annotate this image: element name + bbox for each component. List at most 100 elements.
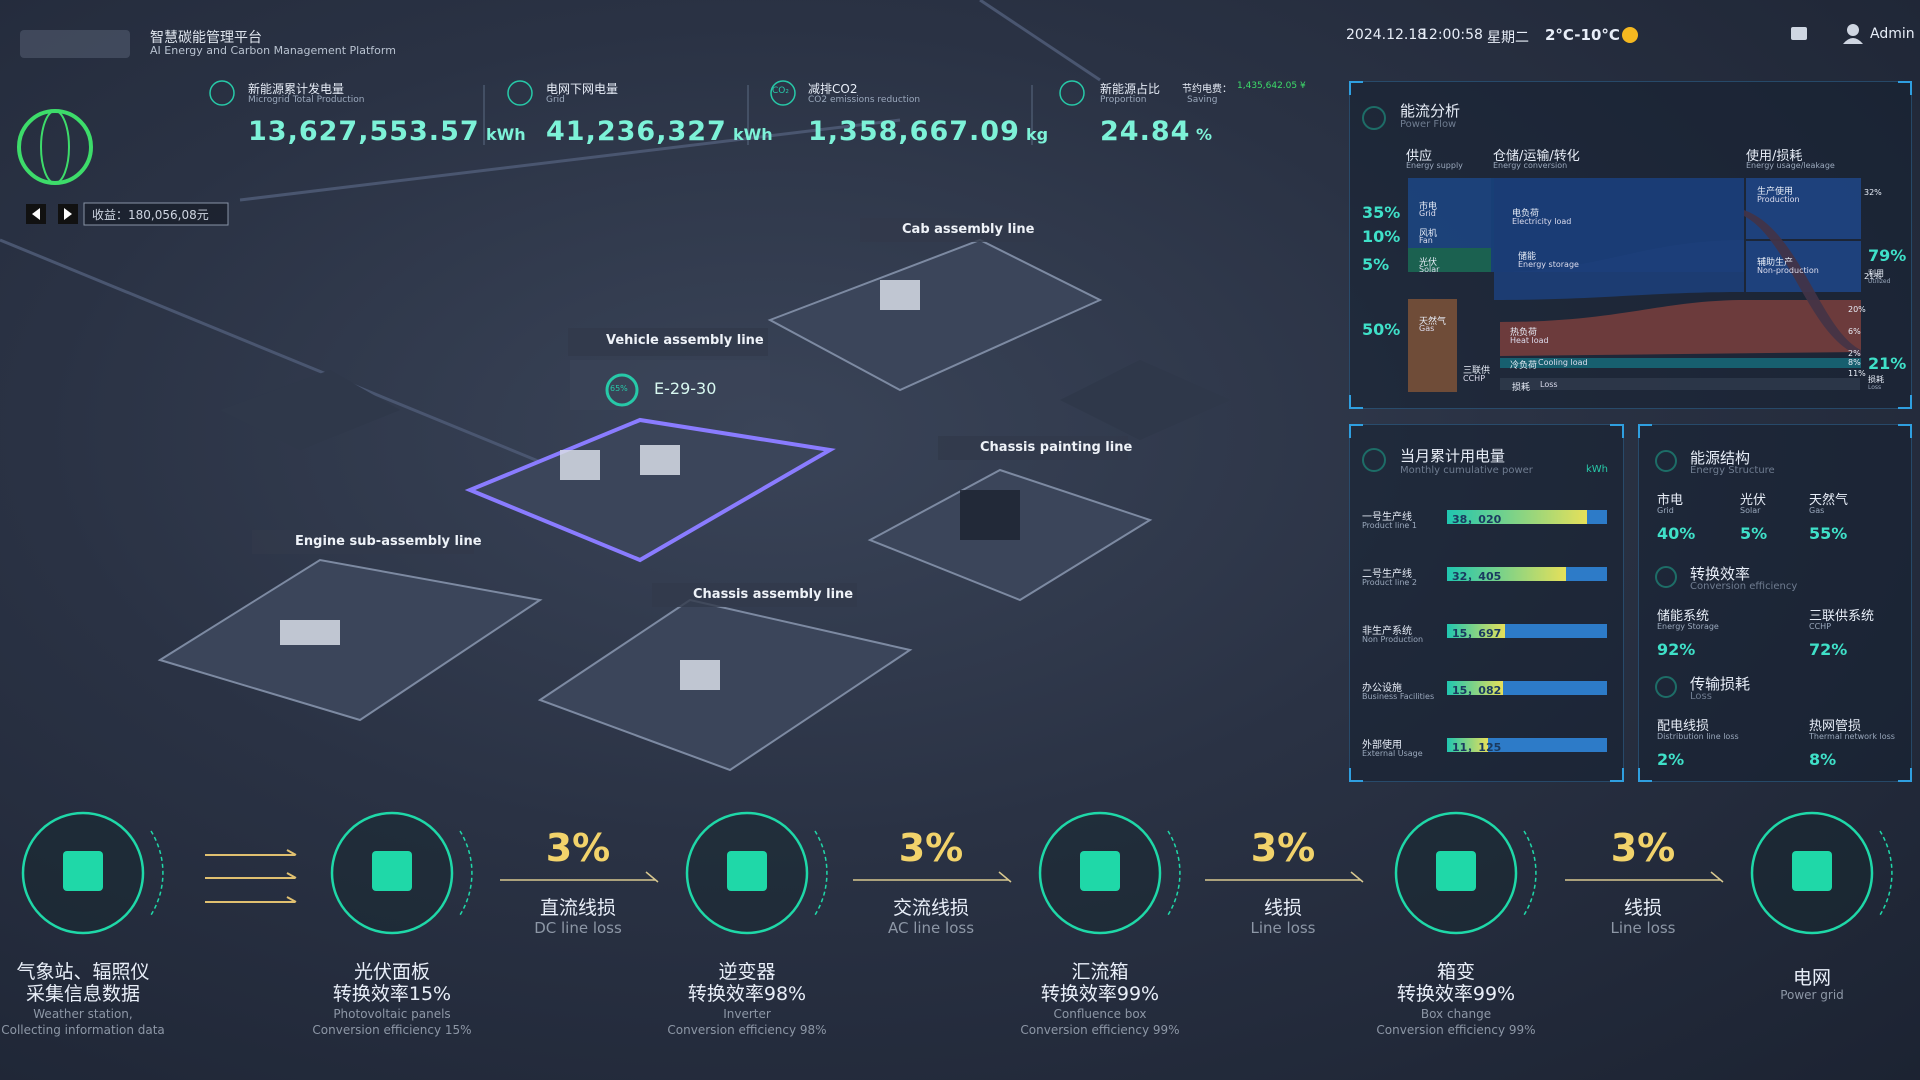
production-line-label: Chassis painting line (980, 440, 1133, 455)
utilized-label: 利用 (1868, 269, 1884, 278)
loss-label-en: AC line loss (887, 919, 975, 937)
panel (1349, 81, 1912, 409)
item-label-en: Grid (1657, 506, 1674, 515)
kpi-unit: kWh (486, 125, 526, 144)
brand-logo (20, 30, 130, 58)
utilized-pct: 79% (1868, 246, 1907, 265)
station-label: 光伏面板 (353, 961, 431, 983)
conversion-label: 三联供 (1463, 366, 1491, 376)
row-label: 二号生产线 (1362, 569, 1412, 580)
conversion-label-en: Cooling load (1538, 358, 1588, 367)
conversion-label: 损耗 (1512, 383, 1531, 393)
kpi-unit: kWh (733, 125, 773, 144)
supply-label: 天然气 (1419, 317, 1447, 327)
column-subtitle: Energy conversion (1493, 161, 1568, 170)
loss-label: 线损 (1263, 897, 1303, 919)
production-line-label: Chassis assembly line (693, 587, 854, 602)
column-subtitle: Energy supply (1406, 161, 1463, 170)
item-label: 配电线损 (1657, 719, 1710, 734)
usage-label-en: Production (1757, 195, 1800, 204)
section-title: 传输损耗 (1690, 675, 1751, 693)
loss-pct: 21% (1868, 354, 1907, 373)
item-pct: 55% (1809, 524, 1848, 543)
user-icon[interactable] (1843, 38, 1863, 44)
panel-subtitle: Monthly cumulative power (1400, 465, 1533, 476)
production-line-label: Cab assembly line (902, 222, 1035, 237)
kpi-subtitle: Grid (546, 95, 565, 105)
bar-label: 15，082 (1452, 684, 1502, 697)
device-gauge (605, 373, 639, 407)
loss-label: 线损 (1623, 897, 1663, 919)
station-label-en: Conversion efficiency 99% (1020, 1023, 1180, 1037)
row-label-en: Product line 1 (1362, 521, 1417, 530)
conversion-label: 电负荷 (1512, 209, 1540, 219)
flow-arrow (205, 849, 297, 856)
panel-corner (1349, 81, 1363, 95)
station-label-en: Conversion efficiency 98% (667, 1023, 827, 1037)
conversion-label-en: Energy storage (1518, 260, 1579, 269)
unit-label: kWh (1586, 464, 1609, 475)
station-label: 转换效率15% (332, 983, 452, 1005)
loss-pct: 3% (898, 826, 964, 870)
station-icon (1080, 851, 1120, 891)
production-line-label: Engine sub-assembly line (295, 534, 482, 549)
kpi-unit: % (1196, 125, 1213, 144)
column-title: 使用/损耗 (1746, 149, 1803, 164)
bar-label: 11，125 (1452, 741, 1502, 754)
kpi-subtitle: CO2 emissions reduction (808, 95, 921, 105)
row-label-en: External Usage (1362, 749, 1423, 758)
conversion-label-en: CCHP (1463, 374, 1486, 383)
usage-pct: 8% (1848, 358, 1861, 367)
conversion-label: 储能 (1518, 252, 1537, 262)
row-label: 非生产系统 (1362, 626, 1412, 637)
station-label-en: Box change (1420, 1007, 1492, 1021)
revenue-box (83, 202, 229, 226)
weekday: 星期二 (1487, 30, 1529, 46)
panel (1349, 424, 1624, 782)
weather-icon (1622, 27, 1638, 43)
station-icon (1436, 851, 1476, 891)
flow-arrow (1565, 871, 1724, 883)
kpi-title: 减排CO2 (808, 82, 858, 96)
kpi-subtitle: Proportion (1100, 95, 1147, 105)
column-subtitle: Energy usage/leakage (1746, 161, 1835, 170)
panel-corner (1898, 768, 1912, 782)
item-pct: 5% (1740, 524, 1768, 543)
conversion-label-en: Loss (1540, 380, 1558, 389)
station-arc (814, 830, 828, 916)
row-label: 外部使用 (1362, 740, 1402, 751)
scene-label-boxes (252, 218, 1128, 607)
user-name: Admin (1870, 26, 1915, 42)
station-arc (1523, 830, 1537, 916)
platform-subtitle: AI Energy and Carbon Management Platform (150, 44, 396, 57)
station-icon (372, 851, 412, 891)
flow-arrow (205, 872, 297, 879)
panel (1638, 424, 1912, 782)
station-label: 电网 (1792, 967, 1832, 989)
supply-pct: 35% (1362, 203, 1401, 222)
loss-label-en: Loss (1868, 384, 1882, 391)
road (0, 0, 1101, 472)
section-subtitle: Loss (1690, 691, 1712, 702)
station-icon (727, 851, 767, 891)
row-label-en: Non Production (1362, 635, 1424, 644)
user-icon[interactable] (1847, 24, 1859, 36)
usage-pct: 2% (1848, 349, 1861, 358)
row-label-en: Product line 2 (1362, 578, 1417, 587)
kpi-value: 24.84 (1100, 116, 1191, 147)
item-label-en: Energy Storage (1657, 622, 1719, 631)
item-label-en: Thermal network loss (1809, 732, 1895, 741)
factory-machines (280, 280, 1020, 690)
message-icon[interactable] (1791, 27, 1807, 40)
device-id: E-29-30 (654, 379, 717, 398)
weather: 2°C-10°C (1545, 26, 1620, 44)
utilized-label-en: Utilized (1868, 278, 1891, 285)
flow-arrow (205, 896, 297, 903)
supply-pct: 50% (1362, 320, 1401, 339)
arrow-icons (32, 208, 72, 220)
usage-pct: 21% (1864, 272, 1882, 281)
column-title: 仓储/运输/转化 (1493, 149, 1580, 164)
kpi-icon-label: CO₂ (772, 86, 789, 96)
supply-label: 光伏 (1419, 258, 1438, 268)
flow-arrow (500, 871, 659, 883)
